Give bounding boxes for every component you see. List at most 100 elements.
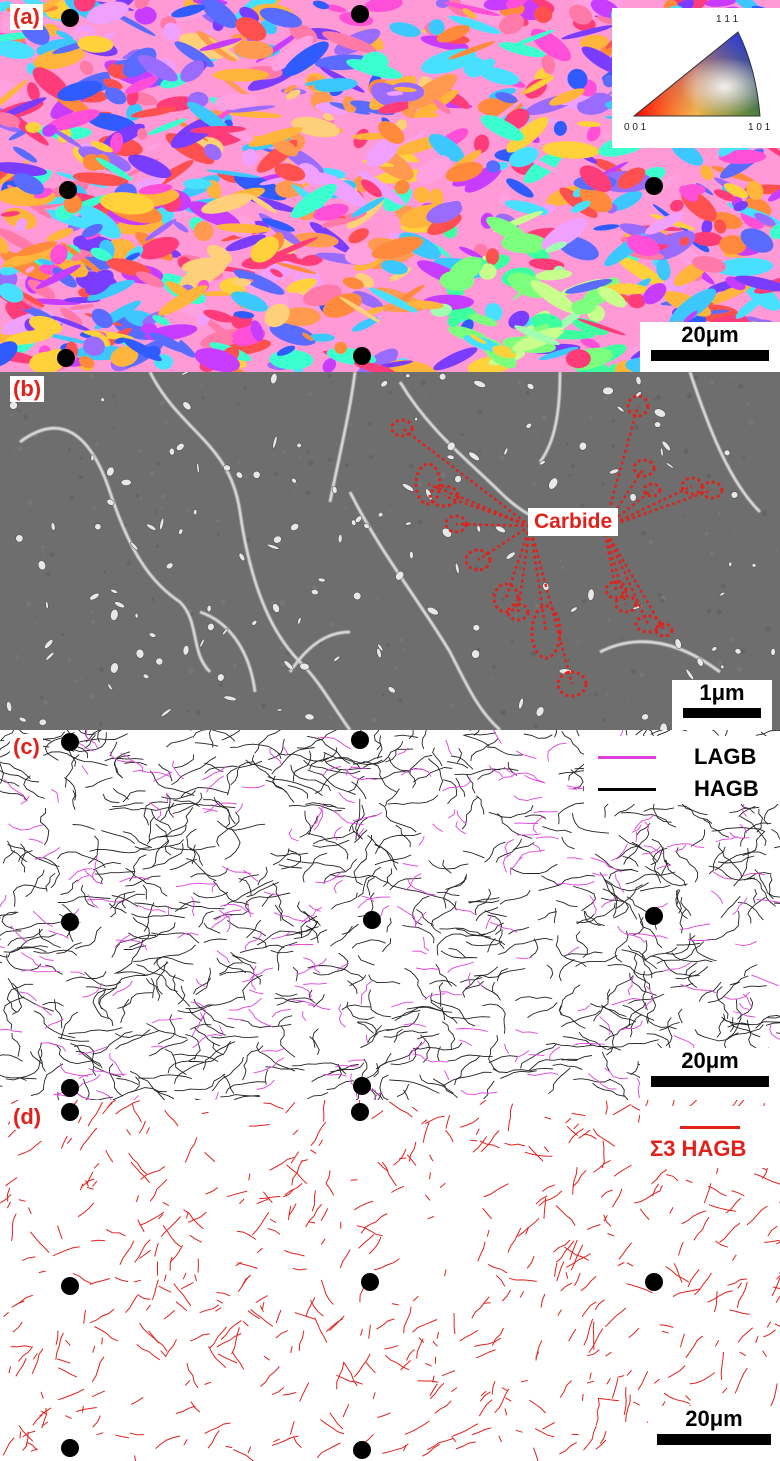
sem-noise xyxy=(640,530,647,536)
carbide-particle xyxy=(503,447,509,456)
sigma3-segment xyxy=(470,1139,478,1142)
sigma3-segment xyxy=(429,1154,434,1162)
ipf-grain xyxy=(365,306,384,315)
ipf-grain xyxy=(700,165,714,181)
ipf-grain xyxy=(378,121,405,144)
sem-noise xyxy=(17,409,21,413)
sem-noise xyxy=(474,552,477,555)
carbide-particle xyxy=(711,646,717,652)
carbide-particle xyxy=(207,622,215,631)
sem-noise xyxy=(149,470,155,476)
sem-noise xyxy=(491,677,495,680)
carbide-particle xyxy=(176,443,185,451)
sigma3-segment xyxy=(105,1228,126,1237)
hagb-segment xyxy=(143,801,168,826)
hagb-segment xyxy=(277,1015,293,1027)
hagb-segment xyxy=(606,975,634,1000)
ipf-grain xyxy=(261,218,295,232)
sigma3-segment xyxy=(136,1344,161,1361)
sigma3-segment xyxy=(377,1412,391,1419)
sigma3-segment xyxy=(232,1449,255,1461)
sigma3-segment xyxy=(403,1306,412,1334)
sigma3-segment xyxy=(685,1395,691,1401)
hagb-segment xyxy=(325,755,383,764)
lagb-segment xyxy=(333,879,343,894)
sigma3-segment xyxy=(248,1173,251,1181)
sigma3-segment xyxy=(459,1329,479,1342)
hagb-segment xyxy=(644,947,678,961)
ipf-grain xyxy=(247,193,278,214)
ipf-grain xyxy=(473,134,490,153)
hagb-segment xyxy=(225,1081,266,1094)
sem-noise xyxy=(154,510,158,514)
sem-noise xyxy=(219,683,223,688)
sigma3-segment xyxy=(358,1100,361,1104)
sigma3-segment xyxy=(737,1282,743,1289)
sigma3-segment xyxy=(400,1360,412,1371)
lagb-segment xyxy=(455,821,467,835)
hagb-segment xyxy=(402,924,435,944)
hagb-segment xyxy=(714,851,767,871)
sem-noise xyxy=(195,710,201,716)
carbide-particle xyxy=(182,401,192,411)
hagb-segment xyxy=(18,850,33,862)
hagb-segment xyxy=(239,874,259,883)
hagb-segment xyxy=(447,761,469,769)
ipf-grain xyxy=(190,125,246,134)
hagb-segment xyxy=(116,971,148,976)
ipf-grain xyxy=(525,76,555,94)
hagb-segment xyxy=(307,832,349,860)
lagb-segment xyxy=(153,771,173,782)
lagb-segment xyxy=(109,1053,125,1077)
sem-noise xyxy=(345,463,349,467)
carbide-particle xyxy=(120,479,132,486)
hagb-segment xyxy=(564,951,603,957)
carbide-particle xyxy=(674,638,682,649)
hagb-segment xyxy=(148,816,155,842)
ipf-grain xyxy=(145,143,162,151)
hagb-segment xyxy=(600,897,638,920)
sigma3-segment xyxy=(617,1375,625,1378)
hagb-segment xyxy=(271,747,315,775)
lagb-segment xyxy=(51,788,59,803)
legend-hagb-swatch xyxy=(598,788,656,791)
hagb-segment xyxy=(367,1025,382,1044)
hagb-segment xyxy=(304,810,312,836)
lagb-segment xyxy=(109,751,134,763)
hagb-segment xyxy=(386,917,392,933)
sigma3-segment xyxy=(737,1327,754,1343)
sigma3-segment xyxy=(292,1129,299,1136)
hagb-segment xyxy=(212,1042,224,1056)
lagb-segment xyxy=(456,810,467,825)
sigma3-segment xyxy=(418,1337,425,1343)
carbide-highlight-circle xyxy=(700,480,724,500)
ipf-grain xyxy=(334,341,348,354)
sigma3-segment xyxy=(555,1205,576,1226)
hagb-segment xyxy=(211,1056,244,1092)
hagb-segment xyxy=(621,949,658,970)
hagb-segment xyxy=(37,1042,46,1072)
carbide-particle xyxy=(526,383,535,390)
lagb-segment xyxy=(402,863,419,867)
hagb-segment xyxy=(527,1002,558,1019)
hagb-segment xyxy=(722,1018,761,1038)
hagb-segment xyxy=(420,1034,431,1063)
sigma3-segment xyxy=(12,1321,23,1333)
sigma3-segment xyxy=(130,1161,150,1184)
sigma3-segment xyxy=(250,1309,274,1327)
carbide-particle xyxy=(196,462,200,474)
sem-noise xyxy=(704,531,709,536)
sem-noise xyxy=(91,619,95,624)
hagb-segment xyxy=(395,824,411,848)
ipf-grain xyxy=(50,244,68,265)
sigma3-segment xyxy=(775,1295,780,1304)
hagb-segment xyxy=(599,872,619,900)
sigma3-segment xyxy=(578,1129,591,1139)
ipf-grain xyxy=(0,112,21,128)
hagb-segment xyxy=(190,867,229,878)
hagb-segment xyxy=(389,877,422,891)
ipf-grain xyxy=(286,278,317,293)
ipf-grain xyxy=(576,121,602,127)
sigma3-segment xyxy=(267,1228,281,1235)
lagb-segment xyxy=(503,766,516,775)
